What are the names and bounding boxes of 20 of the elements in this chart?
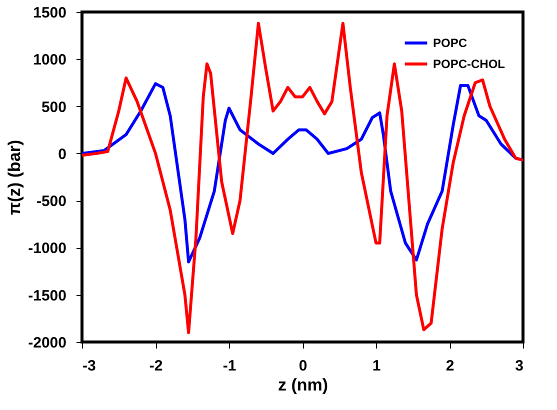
y-tick-label: -500	[36, 193, 66, 210]
legend-label: POPC-CHOL	[433, 57, 505, 71]
x-tick-label: 1	[372, 358, 381, 374]
y-tick-label: -1500	[28, 287, 66, 304]
x-tick-label: -1	[222, 358, 236, 374]
x-tick-label: -2	[149, 358, 163, 374]
y-tick-label: 1500	[33, 4, 66, 22]
y-tick-label: 1000	[33, 52, 66, 69]
x-tick-label: 0	[298, 358, 308, 374]
y-axis-title: π(z) (bar)	[5, 140, 24, 216]
y-tick-label: 500	[41, 98, 66, 116]
x-axis-title: z (nm)	[278, 376, 328, 394]
x-tick-label: -3	[82, 358, 96, 374]
y-tick-label: -1000	[28, 240, 66, 258]
x-tick-label: 2	[446, 358, 454, 374]
x-tick-label: 3	[515, 358, 524, 374]
line-series	[80, 22, 524, 334]
y-tick-label: -2000	[28, 334, 66, 352]
y-tick-label: 0	[58, 146, 66, 163]
legend-label: POPC	[433, 36, 468, 50]
